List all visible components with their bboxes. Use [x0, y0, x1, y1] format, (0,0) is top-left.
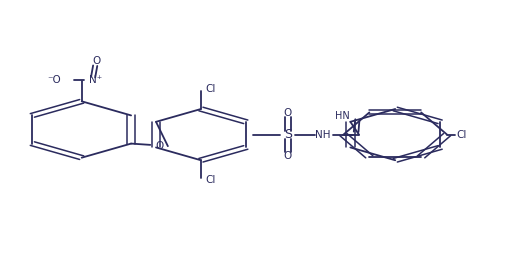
Text: S: S	[284, 128, 292, 141]
Text: Cl: Cl	[456, 130, 467, 140]
Text: N⁺: N⁺	[90, 75, 103, 84]
Text: Cl: Cl	[205, 175, 215, 185]
Text: O: O	[92, 56, 101, 66]
Text: Cl: Cl	[205, 84, 215, 94]
Text: O: O	[284, 108, 292, 118]
Text: NH: NH	[315, 130, 331, 140]
Text: O: O	[284, 151, 292, 161]
Text: ⁻O: ⁻O	[47, 75, 61, 84]
Text: O: O	[155, 141, 164, 151]
Text: HN: HN	[336, 111, 350, 121]
